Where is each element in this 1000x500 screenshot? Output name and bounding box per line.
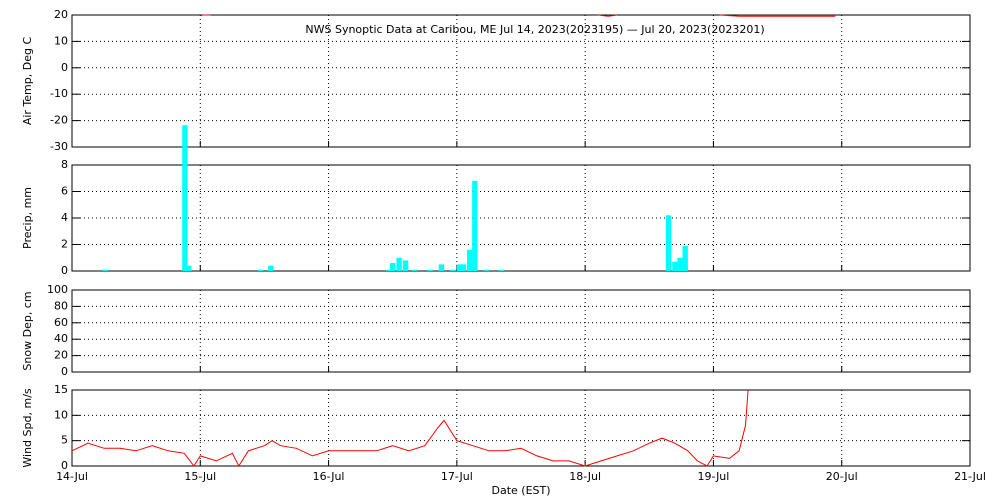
- y-axis-label: Snow Dep, cm: [21, 291, 34, 370]
- bar: [396, 257, 402, 271]
- bar: [390, 263, 396, 271]
- y-tick-label: 0: [61, 365, 68, 378]
- x-tick-label: 17-Jul: [441, 470, 473, 483]
- y-tick-label: 0: [61, 61, 68, 74]
- y-tick-label: 15: [54, 383, 68, 396]
- bar: [682, 245, 688, 271]
- bar: [499, 269, 505, 271]
- bar: [402, 260, 409, 271]
- x-tick-label: 18-Jul: [569, 470, 601, 483]
- bar: [102, 269, 109, 271]
- bar: [467, 249, 473, 271]
- bar: [427, 269, 433, 271]
- y-axis-label: Wind Spd, m/s: [21, 388, 34, 468]
- bar: [411, 269, 418, 271]
- y-tick-label: 0: [61, 264, 68, 277]
- line: [71, 389, 749, 468]
- x-tick-label: 16-Jul: [313, 470, 345, 483]
- y-tick-label: -20: [50, 114, 68, 127]
- bar: [677, 257, 683, 271]
- y-tick-label: 10: [54, 34, 68, 47]
- y-tick-label: 4: [61, 211, 68, 224]
- y-tick-label: 6: [61, 185, 68, 198]
- line: [202, 14, 836, 17]
- x-tick-label: 20-Jul: [826, 470, 858, 483]
- bar: [268, 265, 274, 271]
- bar: [450, 269, 456, 271]
- bar: [672, 261, 678, 271]
- x-tick-label: 14-Jul: [56, 470, 88, 483]
- y-tick-label: 80: [54, 299, 68, 312]
- bar: [665, 215, 672, 271]
- y-tick-label: 40: [54, 332, 68, 345]
- y-tick-label: 8: [61, 158, 68, 171]
- y-axis-label: Air Temp, Deg C: [21, 37, 34, 126]
- x-tick-label: 21-Jul: [954, 470, 986, 483]
- bar: [460, 264, 466, 271]
- y-axis-label: Precip, mm: [21, 187, 34, 249]
- bar: [456, 264, 463, 271]
- y-tick-label: 60: [54, 316, 68, 329]
- y-tick-label: 20: [54, 8, 68, 21]
- bar: [257, 269, 264, 271]
- x-tick-label: 19-Jul: [697, 470, 729, 483]
- y-tick-label: -30: [50, 140, 68, 153]
- y-tick-label: 0: [61, 459, 68, 472]
- bar: [438, 264, 445, 271]
- chart-title: NWS Synoptic Data at Caribou, ME Jul 14,…: [305, 23, 764, 36]
- y-tick-label: 10: [54, 408, 68, 421]
- bar: [182, 125, 188, 271]
- bar: [186, 265, 192, 271]
- x-tick-label: 15-Jul: [184, 470, 216, 483]
- x-axis-label: Date (EST): [491, 484, 550, 497]
- bar: [472, 180, 478, 271]
- y-tick-label: 2: [61, 238, 68, 251]
- bar: [483, 269, 490, 271]
- y-tick-label: 20: [54, 349, 68, 362]
- bar: [386, 269, 392, 271]
- y-tick-label: 5: [61, 434, 68, 447]
- y-tick-label: -10: [50, 87, 68, 100]
- plot-frame: [71, 389, 971, 467]
- plot-frame: [71, 289, 971, 373]
- y-tick-label: 100: [47, 283, 68, 296]
